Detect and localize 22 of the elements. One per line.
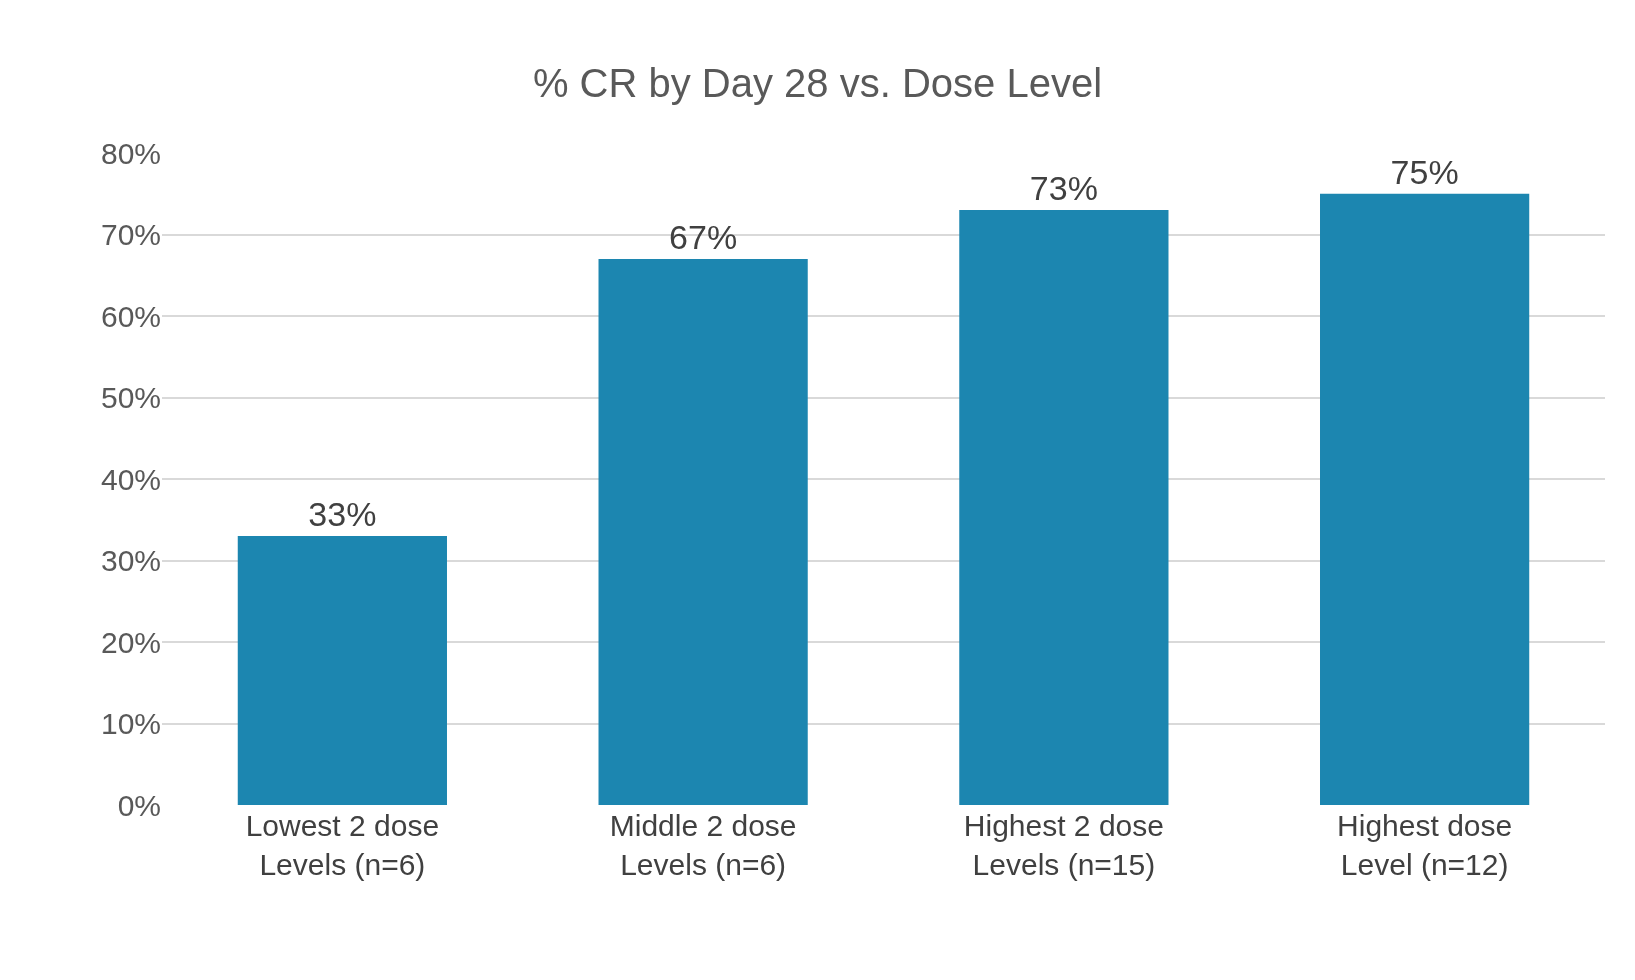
x-tick-label: Lowest 2 dose Levels (n=6): [245, 809, 440, 881]
y-tick-label: 0%: [117, 788, 161, 822]
bar: [959, 210, 1169, 805]
x-tick-label: Highest dose Level (n=12): [1337, 809, 1513, 881]
data-label: 67%: [669, 217, 738, 256]
bar: [1320, 193, 1530, 805]
chart-title: % CR by Day 28 vs. Dose Level: [532, 61, 1103, 106]
y-tick-label: 40%: [100, 462, 161, 496]
y-tick-label: 70%: [100, 218, 161, 251]
bar: [237, 536, 447, 805]
y-tick-label: 10%: [100, 707, 161, 740]
y-tick-label: 50%: [100, 381, 161, 414]
bar: [598, 258, 808, 805]
y-tick-label: 60%: [100, 299, 161, 333]
data-label: 33%: [308, 495, 377, 534]
y-tick-label: 30%: [100, 544, 161, 577]
x-tick-label: Highest 2 dose Levels (n=15): [963, 809, 1164, 881]
data-label: 75%: [1390, 152, 1459, 191]
y-tick-label: 80%: [100, 136, 161, 170]
y-tick-label: 20%: [100, 625, 161, 659]
x-tick-label: Middle 2 dose Levels (n=6): [609, 809, 797, 881]
data-label: 73%: [1029, 169, 1098, 208]
